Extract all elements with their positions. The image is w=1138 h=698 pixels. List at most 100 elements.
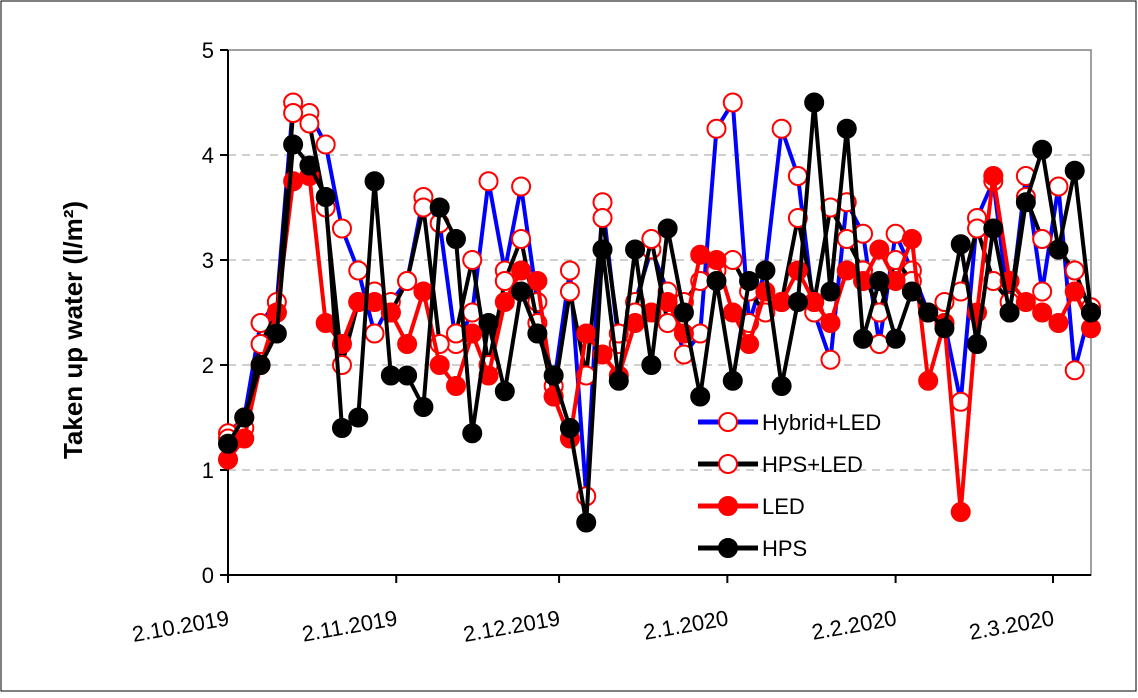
marker	[1064, 260, 1085, 281]
marker	[804, 92, 825, 113]
marker	[950, 391, 971, 412]
marker	[983, 218, 1004, 239]
marker	[722, 302, 743, 323]
marker	[1015, 292, 1036, 312]
legend-marker	[718, 412, 738, 432]
marker	[559, 281, 580, 302]
marker	[315, 187, 336, 207]
marker	[983, 166, 1004, 186]
marker	[901, 229, 922, 249]
marker	[722, 92, 743, 113]
y-tick-label: 5	[202, 38, 214, 63]
marker	[739, 271, 760, 291]
marker	[348, 407, 369, 428]
marker	[1064, 160, 1085, 181]
marker	[820, 313, 841, 333]
marker	[885, 223, 906, 244]
marker	[739, 334, 760, 354]
legend-label: HPS	[762, 536, 807, 561]
marker	[511, 229, 532, 249]
marker	[348, 260, 369, 281]
marker	[625, 313, 646, 333]
marker	[397, 271, 418, 291]
marker	[331, 418, 352, 438]
marker	[511, 176, 532, 197]
legend-marker	[718, 538, 738, 558]
marker	[266, 323, 287, 344]
marker	[1081, 302, 1101, 323]
marker	[787, 166, 808, 186]
marker	[511, 260, 532, 281]
marker	[673, 302, 694, 323]
marker	[690, 244, 711, 265]
marker	[1032, 229, 1053, 249]
marker	[706, 271, 727, 291]
marker	[820, 281, 841, 302]
marker	[950, 502, 971, 522]
marker	[641, 355, 662, 375]
marker	[918, 302, 939, 323]
marker	[511, 281, 532, 302]
marker	[494, 381, 515, 402]
marker	[445, 376, 466, 396]
marker	[869, 271, 890, 291]
marker	[787, 260, 808, 281]
marker	[429, 197, 450, 218]
marker	[445, 229, 466, 249]
marker	[869, 239, 890, 260]
marker	[592, 208, 613, 228]
marker	[787, 292, 808, 312]
marker	[364, 323, 385, 344]
marker	[283, 171, 304, 192]
marker	[1032, 139, 1053, 160]
marker	[918, 370, 939, 391]
marker	[657, 218, 678, 239]
marker	[625, 239, 646, 260]
marker	[299, 113, 320, 134]
marker	[690, 386, 711, 407]
marker	[885, 328, 906, 349]
marker	[999, 302, 1020, 323]
marker	[397, 365, 418, 386]
marker	[1032, 281, 1053, 302]
marker	[1048, 176, 1069, 197]
marker	[771, 118, 792, 139]
marker	[478, 171, 499, 192]
marker	[836, 118, 857, 139]
marker	[755, 281, 776, 302]
marker	[1015, 192, 1036, 213]
y-tick-label: 3	[202, 248, 214, 273]
marker	[820, 349, 841, 370]
marker	[755, 260, 776, 281]
marker	[234, 407, 255, 428]
y-tick-label: 2	[202, 353, 214, 378]
marker	[608, 370, 629, 391]
marker	[771, 376, 792, 396]
marker	[413, 281, 434, 302]
marker	[853, 328, 874, 349]
marker	[901, 281, 922, 302]
marker	[543, 365, 564, 386]
marker	[397, 334, 418, 354]
legend-label: HPS+LED	[762, 452, 863, 477]
legend-marker	[718, 454, 738, 474]
marker	[494, 292, 515, 312]
marker	[1048, 313, 1069, 333]
marker	[315, 313, 336, 333]
marker	[283, 103, 304, 123]
marker	[1032, 302, 1053, 323]
marker	[364, 171, 385, 192]
y-tick-label: 1	[202, 458, 214, 483]
marker	[641, 229, 662, 249]
marker	[527, 323, 548, 344]
series	[218, 92, 1101, 533]
marker	[967, 334, 988, 354]
marker	[429, 355, 450, 375]
marker	[331, 218, 352, 239]
marker	[592, 239, 613, 260]
marker	[315, 134, 336, 155]
marker	[576, 512, 597, 533]
marker	[462, 423, 483, 444]
marker	[836, 260, 857, 281]
